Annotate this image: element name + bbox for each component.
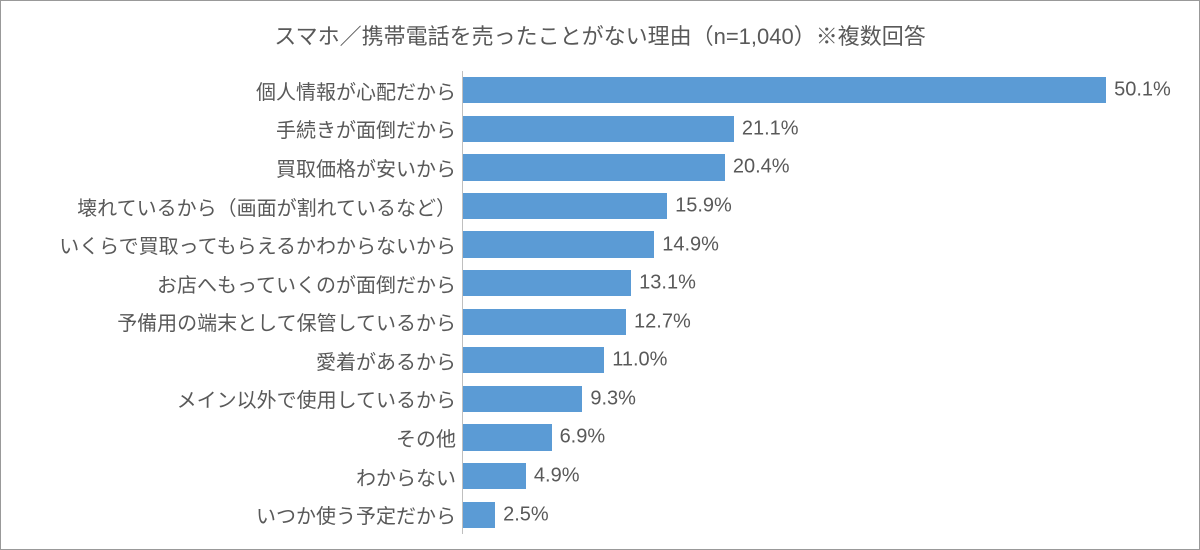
category-label: お店へもっていくのが面倒だから <box>31 269 462 298</box>
value-label: 15.9% <box>675 195 732 218</box>
bar-zone: 21.1% <box>462 110 1169 149</box>
value-label: 4.9% <box>534 465 580 488</box>
bar: 12.7% <box>463 309 626 335</box>
bar-row: 予備用の端末として保管しているから12.7% <box>31 302 1169 341</box>
bar-zone: 6.9% <box>462 418 1169 457</box>
value-label: 9.3% <box>590 387 636 410</box>
value-label: 50.1% <box>1114 79 1171 102</box>
chart-container: スマホ／携帯電話を売ったことがない理由（n=1,040）※複数回答 個人情報が心… <box>0 0 1200 550</box>
bar-zone: 2.5% <box>462 495 1169 534</box>
bar-row: 壊れているから（画面が割れているなど）15.9% <box>31 187 1169 226</box>
bar: 14.9% <box>463 231 654 257</box>
bar: 15.9% <box>463 193 667 219</box>
bar-row: その他6.9% <box>31 418 1169 457</box>
bar: 4.9% <box>463 463 526 489</box>
bar-row: 買取価格が安いから20.4% <box>31 148 1169 187</box>
bar-row: お店へもっていくのが面倒だから13.1% <box>31 264 1169 303</box>
category-label: 愛着があるから <box>31 346 462 375</box>
bar-zone: 14.9% <box>462 225 1169 264</box>
plot-area: 個人情報が心配だから50.1%手続きが面倒だから21.1%買取価格が安いから20… <box>31 71 1169 534</box>
bar-zone: 20.4% <box>462 148 1169 187</box>
bar-zone: 4.9% <box>462 457 1169 496</box>
bar: 21.1% <box>463 116 734 142</box>
category-label: 壊れているから（画面が割れているなど） <box>31 192 462 221</box>
bar: 2.5% <box>463 502 495 528</box>
category-label: メイン以外で使用しているから <box>31 384 462 413</box>
bar-row: 手続きが面倒だから21.1% <box>31 110 1169 149</box>
value-label: 20.4% <box>733 156 790 179</box>
category-label: いくらで買取ってもらえるかわからないから <box>31 230 462 259</box>
bar-row: わからない4.9% <box>31 457 1169 496</box>
bar: 11.0% <box>463 347 604 373</box>
bar-row: メイン以外で使用しているから9.3% <box>31 380 1169 419</box>
category-label: その他 <box>31 423 462 452</box>
category-label: 個人情報が心配だから <box>31 76 462 105</box>
bar-row: いくらで買取ってもらえるかわからないから14.9% <box>31 225 1169 264</box>
value-label: 6.9% <box>560 426 606 449</box>
bar: 6.9% <box>463 424 552 450</box>
bar-row: いつか使う予定だから2.5% <box>31 495 1169 534</box>
chart-title: スマホ／携帯電話を売ったことがない理由（n=1,040）※複数回答 <box>31 19 1169 51</box>
bar-zone: 9.3% <box>462 380 1169 419</box>
value-label: 11.0% <box>612 349 667 372</box>
bar-row: 愛着があるから11.0% <box>31 341 1169 380</box>
bar: 13.1% <box>463 270 631 296</box>
value-label: 21.1% <box>742 117 799 140</box>
category-label: 予備用の端末として保管しているから <box>31 307 462 336</box>
bar-zone: 11.0% <box>462 341 1169 380</box>
bar: 9.3% <box>463 386 582 412</box>
category-label: わからない <box>31 462 462 491</box>
category-label: 買取価格が安いから <box>31 153 462 182</box>
bar-zone: 13.1% <box>462 264 1169 303</box>
bar-zone: 15.9% <box>462 187 1169 226</box>
category-label: いつか使う予定だから <box>31 500 462 529</box>
bar: 20.4% <box>463 154 725 180</box>
value-label: 2.5% <box>503 503 549 526</box>
bar-zone: 50.1% <box>462 71 1169 110</box>
value-label: 13.1% <box>639 272 696 295</box>
bar-zone: 12.7% <box>462 302 1169 341</box>
bar: 50.1% <box>463 77 1106 103</box>
bar-row: 個人情報が心配だから50.1% <box>31 71 1169 110</box>
category-label: 手続きが面倒だから <box>31 114 462 143</box>
value-label: 14.9% <box>662 233 719 256</box>
value-label: 12.7% <box>634 310 691 333</box>
